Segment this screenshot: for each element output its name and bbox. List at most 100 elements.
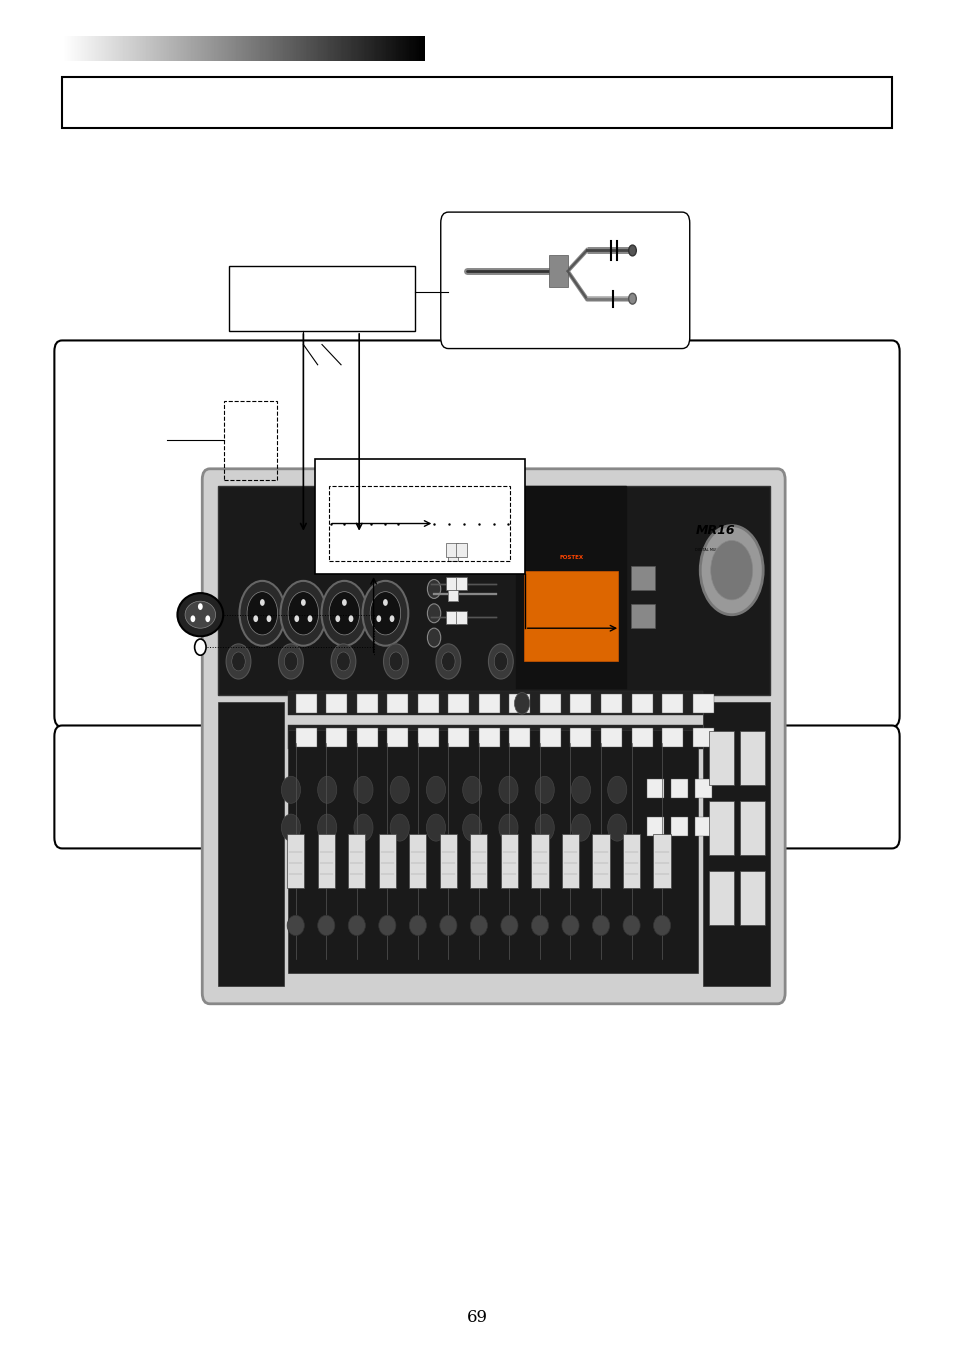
FancyBboxPatch shape [202, 469, 784, 1004]
Circle shape [389, 653, 402, 671]
Circle shape [232, 653, 245, 671]
Circle shape [535, 815, 554, 842]
Circle shape [281, 815, 300, 842]
Circle shape [571, 815, 590, 842]
FancyBboxPatch shape [54, 340, 899, 727]
Circle shape [266, 615, 271, 621]
Bar [661, 728, 682, 747]
Bar [708, 871, 733, 925]
Text: MR16: MR16 [695, 524, 735, 538]
Bar [570, 728, 591, 747]
Circle shape [427, 604, 440, 623]
Circle shape [390, 777, 409, 804]
Circle shape [390, 815, 409, 842]
Bar [326, 694, 347, 713]
Bar [509, 728, 530, 747]
Ellipse shape [470, 916, 487, 935]
Bar [500, 834, 517, 888]
Bar [740, 731, 764, 785]
Ellipse shape [439, 916, 456, 935]
Bar [600, 728, 621, 747]
Bar [448, 728, 469, 747]
Bar [509, 694, 530, 713]
Bar [631, 728, 652, 747]
Bar [356, 694, 377, 713]
Ellipse shape [177, 593, 223, 636]
Bar [446, 611, 457, 624]
Bar [448, 694, 469, 713]
Circle shape [700, 526, 762, 615]
Circle shape [329, 592, 359, 635]
Bar [295, 728, 316, 747]
Circle shape [191, 615, 195, 621]
Ellipse shape [185, 601, 215, 628]
Ellipse shape [409, 916, 426, 935]
Bar [523, 570, 618, 662]
Bar [708, 731, 733, 785]
Circle shape [427, 628, 440, 647]
Circle shape [382, 598, 387, 605]
Circle shape [498, 815, 517, 842]
Bar [448, 550, 457, 561]
Bar [446, 543, 457, 557]
Bar [439, 834, 456, 888]
Bar [288, 725, 702, 750]
Circle shape [514, 693, 529, 715]
Circle shape [317, 815, 336, 842]
Bar [478, 728, 499, 747]
Bar [448, 590, 457, 601]
Bar [561, 834, 578, 888]
Bar [740, 801, 764, 855]
Circle shape [321, 581, 367, 646]
Bar [694, 817, 711, 836]
Bar [348, 834, 365, 888]
Bar [448, 550, 457, 561]
Ellipse shape [531, 916, 548, 935]
Bar [288, 692, 702, 716]
Bar [539, 694, 560, 713]
Ellipse shape [653, 916, 670, 935]
Bar [288, 730, 698, 973]
Circle shape [383, 644, 408, 680]
Bar [456, 577, 467, 590]
Bar [229, 266, 415, 331]
Circle shape [494, 653, 507, 671]
Bar [217, 486, 769, 696]
Bar [622, 834, 639, 888]
Bar [446, 577, 457, 590]
Bar [531, 834, 548, 888]
Circle shape [239, 581, 285, 646]
Bar [314, 459, 524, 574]
Ellipse shape [500, 916, 517, 935]
Bar [740, 871, 764, 925]
Circle shape [247, 592, 277, 635]
Text: 69: 69 [466, 1309, 487, 1325]
Bar [329, 486, 510, 561]
Bar [661, 694, 682, 713]
Circle shape [205, 615, 210, 621]
Circle shape [348, 615, 353, 621]
Circle shape [710, 540, 752, 600]
Bar [670, 817, 687, 836]
Bar [631, 694, 652, 713]
Bar [708, 801, 733, 855]
Circle shape [628, 245, 636, 255]
Circle shape [259, 598, 264, 605]
Bar [692, 728, 713, 747]
Ellipse shape [317, 916, 335, 935]
Circle shape [426, 777, 445, 804]
Bar [448, 590, 457, 601]
Ellipse shape [592, 916, 609, 935]
Circle shape [354, 815, 373, 842]
Bar [470, 834, 487, 888]
Bar [600, 694, 621, 713]
Bar [387, 728, 408, 747]
Bar [646, 817, 663, 836]
Bar [448, 590, 457, 601]
Bar [670, 780, 687, 798]
Circle shape [331, 644, 355, 680]
Circle shape [317, 777, 336, 804]
Circle shape [498, 777, 517, 804]
Bar [570, 694, 591, 713]
Bar [456, 611, 467, 624]
